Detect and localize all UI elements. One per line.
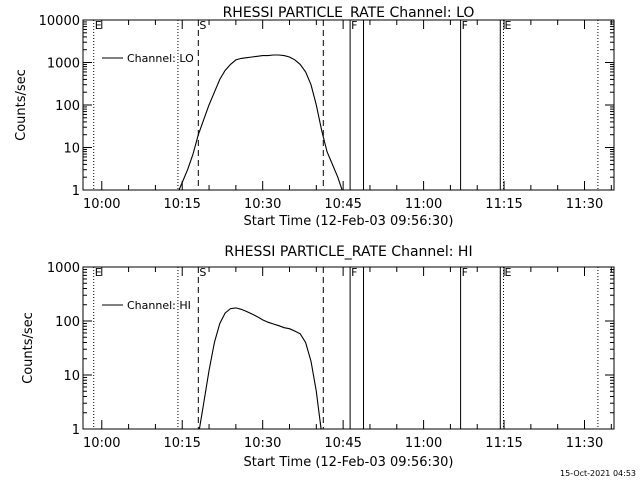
x-tick-label: 11:00 [405,436,442,451]
x-tick-label: 10:30 [244,436,281,451]
legend-label: Channel: HI [127,299,191,312]
x-tick-label: 10:45 [324,197,361,212]
y-tick-label: 10 [63,142,80,157]
x-tick-label: 11:00 [405,197,442,212]
y-tick-label: 1 [72,184,80,199]
event-label: E [95,266,102,279]
x-tick-label: 10:15 [163,197,200,212]
chart-title: RHESSI PARTICLE_RATE Channel: LO [223,5,475,21]
event-label: F [351,266,357,279]
x-tick-label: 11:30 [566,436,603,451]
event-label: E [505,266,512,279]
event-label: E [505,19,512,32]
x-tick-label: 10:45 [324,436,361,451]
event-label: S [199,19,206,32]
event-label: F [462,266,468,279]
timestamp-label: 15-Oct-2021 04:53 [560,469,636,478]
y-tick-label: 100 [55,99,80,114]
y-tick-label: 10 [63,369,80,384]
x-tick-label: 10:15 [163,436,200,451]
x-tick-label: 11:15 [485,197,522,212]
event-label: F [351,19,357,32]
y-tick-label: 1000 [47,261,80,276]
y-axis-label: Counts/sec [21,312,36,384]
event-label: E [95,19,102,32]
y-tick-label: 1 [72,423,80,438]
x-tick-label: 10:00 [83,436,120,451]
data-series-line [198,307,322,430]
y-tick-label: 10000 [39,14,80,29]
y-axis-label: Counts/sec [14,69,29,141]
event-label: F [462,19,468,32]
data-series-line [178,54,343,191]
x-tick-label: 11:15 [485,436,522,451]
x-tick-label: 11:30 [566,197,603,212]
x-tick-label: 10:30 [244,197,281,212]
x-axis-label: Start Time (12-Feb-03 09:56:30) [244,214,454,229]
plot-frame [82,266,615,430]
x-axis-label: Start Time (12-Feb-03 09:56:30) [244,455,454,470]
y-tick-label: 1000 [47,57,80,72]
event-label: S [199,266,206,279]
y-tick-label: 100 [55,315,80,330]
chart-title: RHESSI PARTICLE_RATE Channel: HI [224,244,472,260]
x-tick-label: 10:00 [83,197,120,212]
legend-label: Channel: LO [127,52,194,65]
